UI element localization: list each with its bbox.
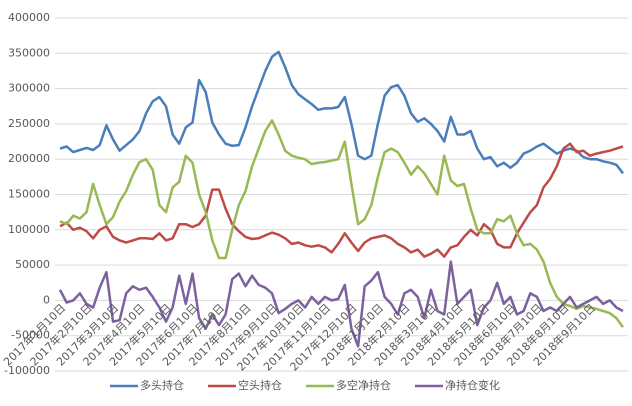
y-tick-label: 350000 bbox=[8, 46, 50, 59]
y-tick-label: -50000 bbox=[11, 329, 50, 342]
y-tick-label: 100000 bbox=[8, 223, 50, 236]
y-tick-label: 0 bbox=[43, 293, 50, 306]
series-line bbox=[59, 142, 624, 258]
y-tick-label: 400000 bbox=[8, 11, 50, 24]
y-tick-label: 300000 bbox=[8, 82, 50, 95]
legend-label: 净持仓变化 bbox=[445, 378, 500, 392]
y-tick-label: 50000 bbox=[15, 258, 50, 271]
y-tick-label: -100000 bbox=[4, 364, 50, 377]
legend-label: 多头持仓 bbox=[140, 378, 184, 392]
series-line bbox=[58, 260, 624, 348]
series-line bbox=[59, 119, 625, 328]
y-tick-label: 250000 bbox=[8, 117, 50, 130]
y-tick-label: 200000 bbox=[8, 152, 50, 165]
series-line bbox=[59, 50, 624, 175]
y-tick-label: 150000 bbox=[8, 188, 50, 201]
legend-label: 空头持仓 bbox=[238, 378, 282, 392]
legend-label: 多空净持仓 bbox=[336, 378, 391, 392]
